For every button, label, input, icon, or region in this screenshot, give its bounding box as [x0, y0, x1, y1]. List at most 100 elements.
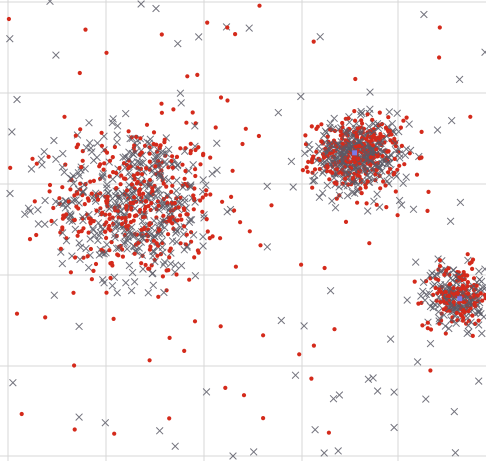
data-point-dot [465, 273, 470, 278]
data-point-cross [158, 196, 166, 205]
data-point-cross [336, 165, 345, 174]
data-point-cross [474, 308, 482, 316]
data-point-dot [338, 133, 343, 138]
data-point-cross [426, 302, 435, 311]
data-point-cross [166, 259, 175, 268]
data-point-dot [170, 165, 175, 170]
data-point-dot [326, 430, 331, 435]
data-point-dot [465, 280, 470, 285]
data-point-dot [161, 213, 166, 218]
data-point-cross [341, 130, 349, 138]
data-point-dot [159, 101, 164, 106]
data-point-dot [123, 215, 128, 221]
data-point-dot [436, 277, 441, 283]
data-point-dot [261, 333, 266, 338]
data-point-dot [135, 179, 140, 185]
data-point-cross [185, 167, 193, 175]
data-point-dot [218, 236, 223, 241]
data-point-dot [193, 147, 198, 153]
data-point-dot [159, 110, 164, 115]
data-point-dot [338, 129, 343, 134]
data-point-dot [355, 143, 360, 148]
data-point-dot [200, 209, 205, 214]
data-point-dot [309, 376, 314, 381]
data-point-cross [377, 139, 385, 148]
data-point-cross [145, 164, 154, 172]
data-point-cross [429, 303, 437, 312]
data-point-cross [335, 191, 344, 200]
data-point-dot [364, 201, 369, 206]
data-point-cross [145, 139, 154, 147]
data-point-dot [51, 205, 56, 211]
data-point-cross [445, 304, 453, 312]
data-point-dot [468, 114, 473, 119]
data-point-cross [111, 234, 119, 242]
data-point-cross [130, 278, 139, 286]
data-point-cross [478, 329, 486, 338]
data-point-dot [179, 217, 184, 222]
data-point-cross [301, 149, 309, 158]
data-point-dot [131, 201, 136, 206]
data-point-cross [339, 143, 347, 152]
data-point-cross [376, 172, 384, 180]
data-point-cross [368, 146, 376, 154]
data-point-cross [189, 231, 198, 239]
data-point-cross [173, 161, 182, 170]
data-point-cross [128, 183, 136, 192]
data-point-dot [167, 416, 172, 421]
data-point-cross [176, 89, 185, 97]
data-point-cross [46, 0, 54, 6]
data-point-dot [74, 204, 79, 209]
data-point-dot [225, 98, 230, 103]
data-point-cross [348, 142, 357, 151]
data-point-cross [300, 322, 308, 330]
data-point-cross [348, 188, 357, 197]
data-point-dot [89, 277, 94, 282]
data-point-cross [316, 32, 324, 41]
data-point-dot [132, 251, 137, 256]
data-point-cross [88, 148, 96, 156]
data-point-cross [402, 145, 411, 153]
data-point-cross [433, 126, 442, 134]
data-point-cross [34, 206, 42, 214]
data-point-dot [383, 183, 388, 188]
data-point-cross [102, 184, 111, 192]
data-point-dot [383, 125, 388, 130]
data-point-dot [375, 154, 380, 159]
data-point-dot [205, 20, 210, 25]
data-point-cross [391, 139, 400, 148]
cluster-center-marker [457, 296, 463, 302]
data-point-dot [144, 199, 149, 204]
data-point-dot [101, 167, 106, 172]
data-point-dot [49, 218, 54, 224]
data-point-cross [437, 266, 446, 275]
data-point-dot [188, 151, 193, 156]
data-point-cross [159, 261, 168, 269]
data-point-dot [182, 348, 187, 353]
data-point-cross [208, 170, 216, 178]
data-point-cross [85, 210, 93, 219]
data-point-dot [164, 184, 169, 189]
data-point-dot [110, 155, 115, 160]
data-point-dot [365, 179, 370, 184]
data-point-cross [125, 168, 133, 177]
data-point-dot [451, 300, 456, 305]
data-point-dot [404, 115, 409, 120]
data-point-cross [69, 179, 78, 188]
data-point-cross [130, 188, 138, 196]
data-point-cross [335, 161, 343, 169]
data-point-dot [311, 154, 316, 159]
data-point-cross [126, 134, 134, 143]
data-point-dot [149, 201, 154, 206]
data-point-dot [111, 316, 116, 321]
data-point-cross [144, 229, 153, 238]
data-point-dot [153, 164, 158, 169]
data-point-cross [329, 394, 338, 403]
data-point-cross [452, 273, 460, 281]
data-point-dot [196, 145, 201, 150]
data-point-dot [465, 252, 470, 257]
data-point-cross [343, 163, 352, 171]
data-point-dot [327, 177, 332, 182]
data-point-cross [131, 204, 139, 213]
